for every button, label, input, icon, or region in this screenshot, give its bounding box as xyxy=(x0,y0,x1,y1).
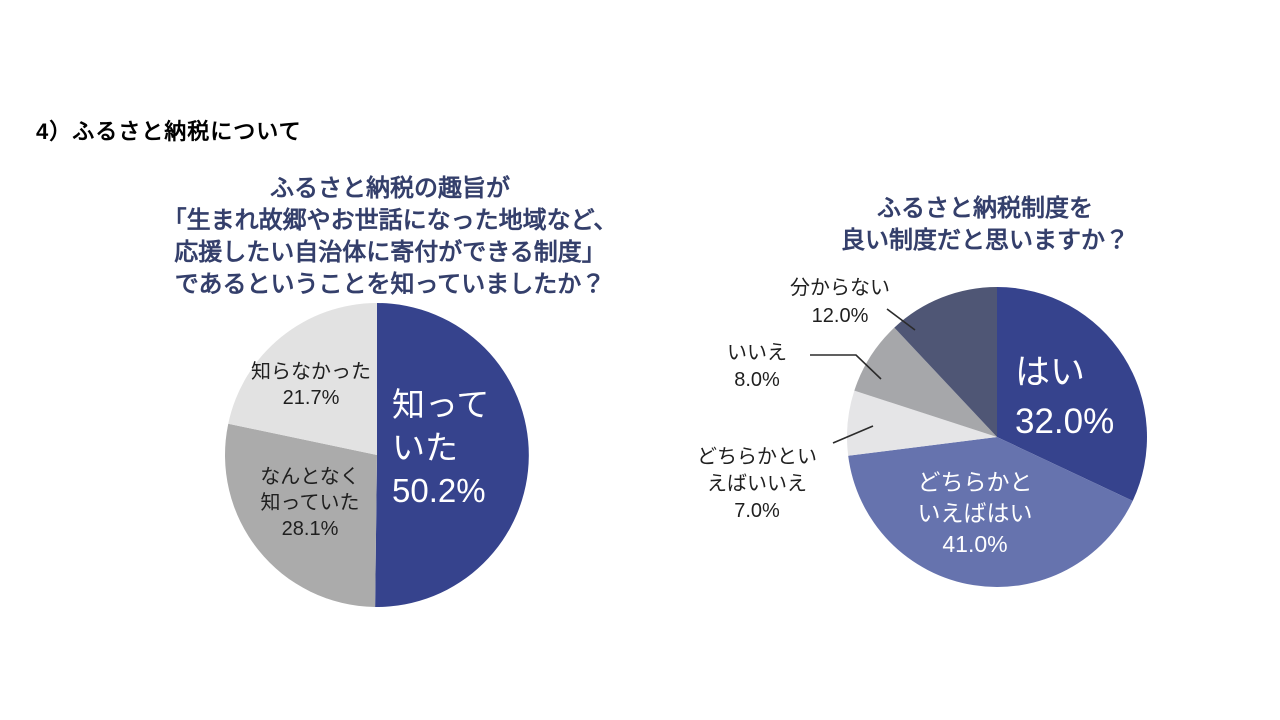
title-line: であるということを知っていましたか？ xyxy=(174,271,606,298)
slice-label-value: 28.1% xyxy=(281,518,339,540)
title-line: 「生まれ故郷やお世話になった地域など、 xyxy=(162,207,618,234)
slice-label-line: 知らなかった xyxy=(251,361,371,383)
slice-label-dochira-hai: どちらかと いえばはい 41.0% xyxy=(885,467,1065,560)
title-line: ふるさと納税制度を xyxy=(877,195,1093,222)
page-title: 4）ふるさと納税について xyxy=(36,119,302,144)
slice-label-value: 32.0% xyxy=(1015,402,1115,441)
pie-chart-awareness xyxy=(225,303,529,607)
slice-label-line: どちらかと xyxy=(917,469,1033,495)
slice-label-line: 知って xyxy=(392,386,490,423)
slice-label-line: いいえ xyxy=(727,342,787,364)
slice-label-line: いえばはい xyxy=(917,500,1033,526)
title-line: 良い制度だと思いますか？ xyxy=(841,227,1129,254)
slice-label-value: 12.0% xyxy=(811,305,869,327)
pie-chart-opinion xyxy=(847,287,1147,587)
title-line: 応援したい自治体に寄付ができる制度」 xyxy=(174,239,606,266)
pie-slice-知っていた xyxy=(375,303,529,607)
title-line: ふるさと納税の趣旨が xyxy=(270,175,510,202)
slice-label-value: 7.0% xyxy=(734,500,780,522)
pie-slice-どちらかといえばいいえ xyxy=(847,390,997,456)
chart-opinion-title: ふるさと納税制度を 良い制度だと思いますか？ xyxy=(785,193,1185,257)
slice-label-line: どちらかとい xyxy=(697,446,817,468)
pie-slice-なんとなく知っていた xyxy=(225,423,377,607)
slice-label-nantonaku: なんとなく 知っていた 28.1% xyxy=(225,464,395,542)
pie-slice-知らなかった xyxy=(228,303,377,455)
slice-label-dochira-iie: どちらかとい えばいいえ 7.0% xyxy=(677,444,837,525)
slice-label-line: いた xyxy=(392,429,458,466)
slice-label-shitteita: 知って いた 50.2% xyxy=(392,383,489,512)
slice-label-line: えばいいえ xyxy=(707,473,807,495)
slice-label-line: はい xyxy=(1015,353,1086,392)
slice-label-value: 21.7% xyxy=(282,387,340,409)
slice-label-hai: はい 32.0% xyxy=(1015,348,1114,446)
slice-label-shiranakatta: 知らなかった 21.7% xyxy=(221,359,401,411)
slice-label-line: 分からない xyxy=(790,277,890,299)
chart-awareness-title: ふるさと納税の趣旨が 「生まれ故郷やお世話になった地域など、 応援したい自治体に… xyxy=(120,173,660,301)
slice-label-line: なんとなく xyxy=(260,466,360,488)
pie-slice-いいえ xyxy=(854,327,997,437)
slice-label-value: 8.0% xyxy=(734,369,780,391)
slice-label-iie: いいえ 8.0% xyxy=(687,340,827,394)
slice-label-line: 知っていた xyxy=(260,492,360,514)
pie-slice-分からない xyxy=(894,287,997,437)
pie-slice-どちらかといえばはい xyxy=(848,437,1133,587)
slice-label-value: 50.2% xyxy=(392,472,486,509)
slice-label-wakaranai: 分からない 12.0% xyxy=(760,274,920,330)
pie-slice-はい xyxy=(997,287,1147,501)
slice-label-value: 41.0% xyxy=(942,531,1008,557)
